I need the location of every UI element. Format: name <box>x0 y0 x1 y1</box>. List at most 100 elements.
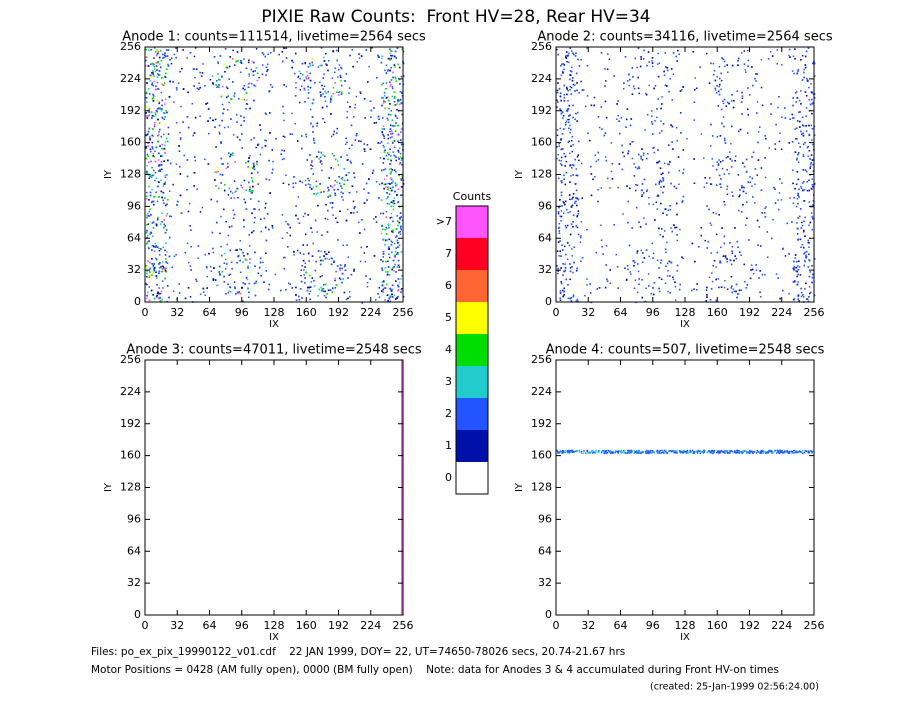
pixel-texture <box>336 91 338 94</box>
pixel-texture <box>386 106 389 109</box>
pixel-texture <box>294 182 297 184</box>
pixel-texture <box>751 185 753 187</box>
pixel-texture <box>214 179 216 181</box>
pixel-texture <box>392 202 394 204</box>
pixel-texture <box>289 133 292 135</box>
pixel-texture <box>243 120 245 122</box>
pixel-texture <box>401 163 403 166</box>
pixel-texture <box>157 185 159 188</box>
pixel-texture <box>653 146 655 149</box>
pixel-texture <box>245 92 248 94</box>
pixel-texture <box>401 219 404 222</box>
pixel-texture <box>252 162 255 165</box>
pixel-texture <box>798 266 801 268</box>
pixel-texture <box>387 186 389 188</box>
pixel-texture <box>344 264 346 266</box>
pixel-texture <box>389 137 392 139</box>
pixel-texture <box>597 200 599 203</box>
pixel-texture <box>569 86 572 88</box>
pixel-texture <box>161 196 163 199</box>
pixel-texture <box>574 202 576 204</box>
pixel-texture <box>321 106 324 109</box>
pixel-texture <box>723 286 726 289</box>
pixel-texture <box>154 242 157 245</box>
pixel-texture <box>356 133 358 135</box>
pixel-texture <box>293 176 295 178</box>
pixel-texture <box>586 47 588 49</box>
pixel-texture <box>151 146 154 148</box>
pixel-texture <box>795 91 798 93</box>
pixel-texture <box>319 256 321 258</box>
pixel-texture <box>662 123 665 125</box>
pixel-texture <box>565 160 568 163</box>
pixel-texture <box>153 115 155 118</box>
pixel-texture <box>332 214 334 216</box>
pixel-texture <box>227 95 230 97</box>
pixel-texture <box>644 300 647 303</box>
pixel-texture <box>655 201 658 204</box>
pixel-texture <box>325 296 327 299</box>
pixel-texture <box>223 63 225 66</box>
pixel-texture <box>568 61 570 64</box>
pixel-texture <box>340 76 342 78</box>
pixel-texture <box>803 259 806 262</box>
pixel-texture <box>402 183 405 185</box>
pixel-texture <box>149 233 151 235</box>
pixel-texture <box>249 107 251 110</box>
pixel-texture <box>397 151 400 154</box>
pixel-texture <box>808 201 811 203</box>
pixel-texture <box>165 271 168 273</box>
pixel-texture <box>567 284 569 286</box>
pixel-texture <box>265 239 268 242</box>
pixel-texture <box>164 225 166 227</box>
pixel-texture <box>746 284 749 286</box>
pixel-texture <box>321 234 323 237</box>
pixel-texture <box>383 157 385 160</box>
pixel-texture <box>395 57 397 59</box>
pixel-texture <box>167 133 170 135</box>
pixel-texture <box>147 275 150 278</box>
pixel-texture <box>310 122 312 125</box>
pixel-texture <box>304 282 306 284</box>
pixel-texture <box>148 199 150 201</box>
pixel-texture <box>331 291 334 294</box>
pixel-texture <box>314 269 317 272</box>
pixel-texture <box>797 142 800 144</box>
pixel-texture <box>346 141 348 144</box>
pixel-texture <box>253 221 256 224</box>
pixel-texture <box>235 190 237 193</box>
pixel-texture <box>397 264 400 267</box>
pixel-texture <box>247 181 250 184</box>
pixel-texture <box>311 165 314 167</box>
pixel-texture <box>248 61 250 64</box>
pixel-texture <box>384 229 386 231</box>
pixel-texture <box>148 247 150 250</box>
pixel-texture <box>310 164 312 166</box>
pixel-texture <box>152 174 154 177</box>
pixel-texture <box>350 273 353 276</box>
pixel-texture <box>151 72 153 74</box>
pixel-texture <box>394 130 397 132</box>
pixel-texture <box>572 193 575 195</box>
pixel-texture <box>394 254 396 257</box>
pixel-texture <box>395 271 397 273</box>
pixel-texture <box>243 84 246 87</box>
pixel-texture <box>245 67 248 70</box>
pixel-texture <box>151 258 153 260</box>
pixel-texture <box>558 223 560 225</box>
pixel-texture <box>808 134 811 137</box>
pixel-texture <box>234 64 236 66</box>
pixel-texture <box>353 270 355 272</box>
pixel-texture <box>330 135 333 138</box>
pixel-texture <box>261 64 264 66</box>
pixel-texture <box>382 162 385 164</box>
pixel-texture <box>804 251 806 254</box>
pixel-texture <box>216 221 218 224</box>
pixel-texture <box>356 61 359 63</box>
pixel-texture <box>393 294 395 297</box>
pixel-texture <box>343 168 346 170</box>
pixel-texture <box>159 170 162 173</box>
pixel-texture <box>640 249 643 252</box>
pixel-texture <box>393 154 395 157</box>
pixel-texture <box>163 223 166 225</box>
